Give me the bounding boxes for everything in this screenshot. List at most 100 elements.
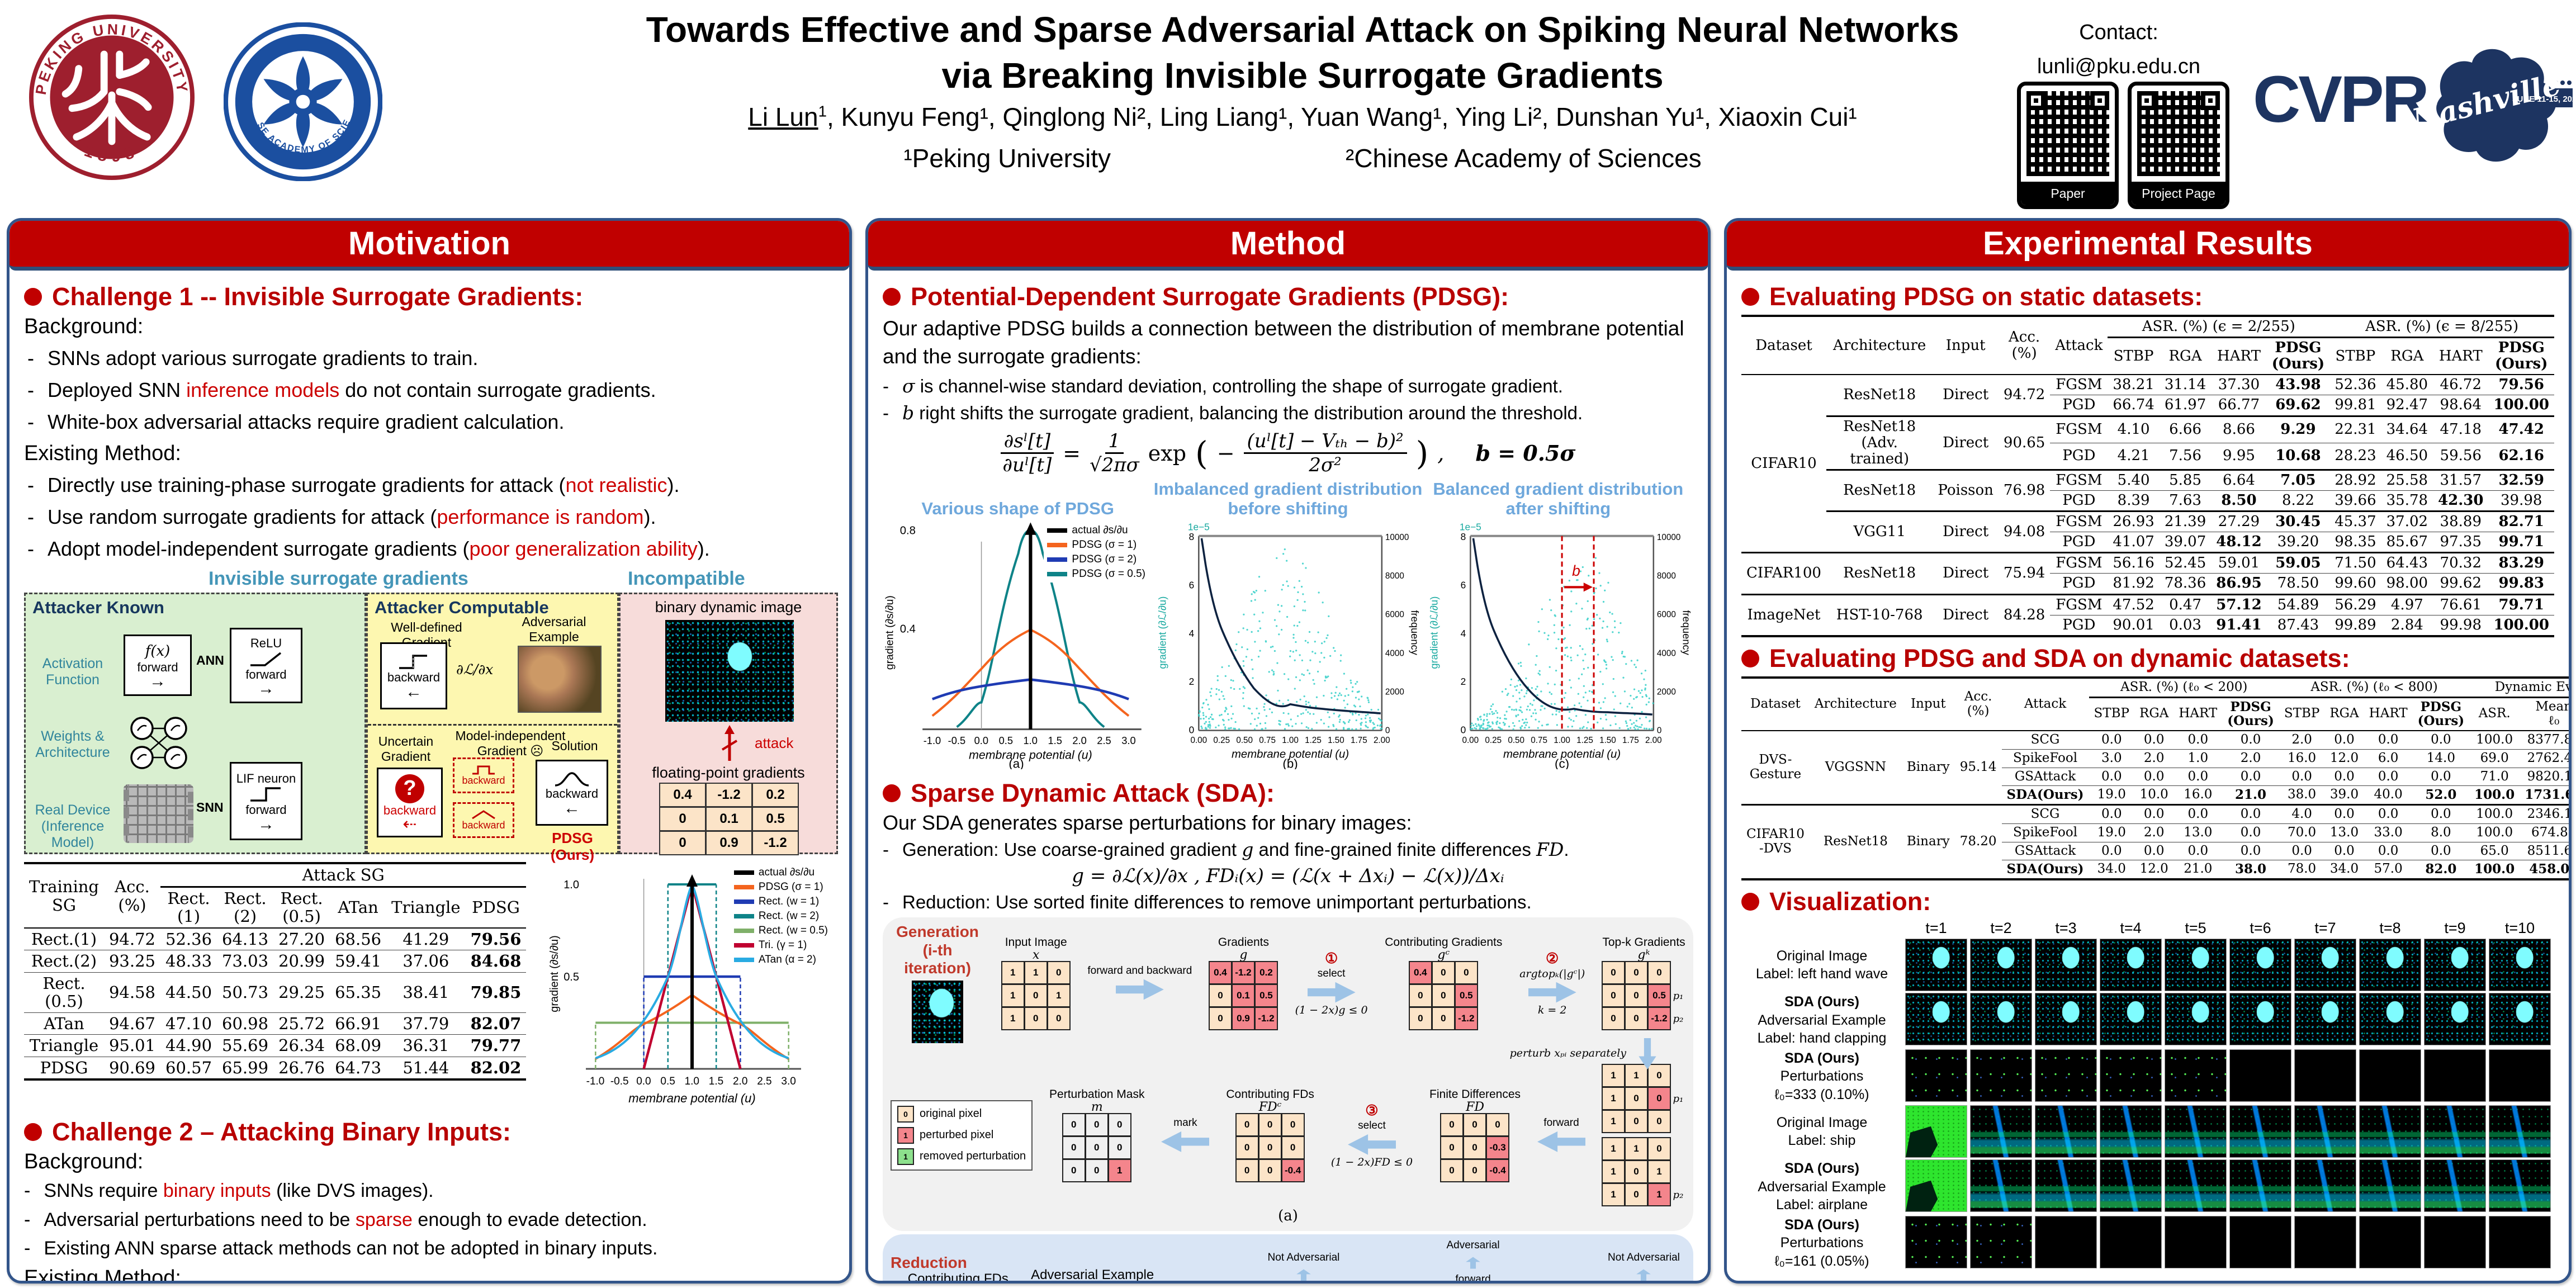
sda-formula: g = ∂ℒ(x)/∂x , FDᵢ(x) = (ℒ(x + Δxᵢ) − ℒ(… xyxy=(883,865,1693,887)
table-cell: 94.67 xyxy=(104,1012,160,1034)
sg-shape-plot: 0.5 1.0 -1.0 -0.5 0.0 0.5 1.0 1.5 2.0 2.5 3.0 me… xyxy=(522,862,835,1111)
flow-arrow-left xyxy=(1348,1133,1396,1156)
table-cell: 94.08 xyxy=(1999,512,2050,553)
grid-cell: 0 xyxy=(1432,961,1455,984)
table-cell: Rect.(0.5) xyxy=(273,887,330,927)
cvpr-2025-logo: CVPR Nashville JUNE 11-15, 2025 xyxy=(2253,22,2572,184)
grid-cell: 0 xyxy=(1209,984,1232,1007)
grid-cell: 0 xyxy=(1024,1007,1048,1030)
select-rule: (1 − 2x)FD ≤ 0 xyxy=(1331,1157,1413,1168)
table-cell: 0.0 xyxy=(2174,731,2222,749)
grid-cell: -1.2 xyxy=(752,831,799,855)
table-cell: 70.0 xyxy=(2279,823,2324,842)
results-panel: Experimental Results Evaluating PDSG on … xyxy=(1724,218,2572,1284)
legend-item: ATan (α = 2) xyxy=(734,954,828,966)
viz-frame xyxy=(2100,1049,2162,1102)
grid-cell: 0 xyxy=(1625,1007,1648,1030)
table-cell: 82.71 xyxy=(2488,512,2554,532)
formula-num: 1 xyxy=(1105,430,1124,454)
up-arrow xyxy=(1465,1257,1481,1268)
table-cell: Binary xyxy=(1902,805,1955,880)
table-cell: HART xyxy=(2433,338,2488,375)
viz-frame xyxy=(2424,1216,2486,1268)
viz-frame xyxy=(2165,1105,2227,1158)
grid-cell: 1 xyxy=(1602,1160,1625,1183)
viz-frame xyxy=(2359,1049,2421,1102)
svg-text:-1.0: -1.0 xyxy=(924,735,941,746)
grid-symbol: m xyxy=(1091,1101,1103,1114)
table-cell: 2.0 xyxy=(2134,823,2174,842)
viz-frame xyxy=(2100,1105,2162,1158)
table-cell: 82.07 xyxy=(466,1012,527,1034)
table-cell: 78.36 xyxy=(2160,574,2211,594)
attack-arrow-icon xyxy=(704,724,755,763)
background-label: Background: xyxy=(24,315,835,339)
exp-label: exp xyxy=(1148,441,1186,466)
table-cell: 98.35 xyxy=(2329,532,2381,553)
grid-cell: 0 xyxy=(1085,1159,1109,1182)
grid-title: Finite Differences xyxy=(1429,1088,1521,1101)
table-cell: 38.89 xyxy=(2433,512,2488,532)
svg-text:0: 0 xyxy=(1385,726,1390,735)
table-cell: 16.0 xyxy=(2174,786,2222,805)
table-cell: 62.16 xyxy=(2488,443,2554,470)
bullet: Directly use training-phase surrogate gr… xyxy=(27,473,835,498)
viz-frame xyxy=(2035,1049,2097,1102)
svg-text:2.00: 2.00 xyxy=(1374,736,1390,745)
y-axis-label: gradient (∂ℒ/∂u) xyxy=(1428,596,1439,669)
grid-cell: 1 xyxy=(1602,1110,1625,1133)
right-arrow-icon: → xyxy=(149,675,166,688)
ann-label: ANN xyxy=(196,653,224,667)
table-cell: 21.0 xyxy=(2222,786,2279,805)
plot-legend: actual ∂s/∂u PDSG (σ = 1) Rect. (w = 1) Rec… xyxy=(731,864,831,968)
table-cell: 47.10 xyxy=(160,1012,217,1034)
uncertain-gradient-box: ? backward ⇠ xyxy=(377,768,443,837)
table-cell: ResNet18 xyxy=(1826,553,1933,594)
svg-text:0.5: 0.5 xyxy=(999,735,1013,746)
table-cell: 54.89 xyxy=(2267,594,2330,615)
pdsg-solution-box: backward ← xyxy=(536,760,608,826)
perturb-caption: perturb xₚᵢ separately xyxy=(1510,1048,1626,1059)
table-cell: 94.58 xyxy=(104,972,160,1012)
table-cell: 20.99 xyxy=(273,950,330,972)
table-cell: Architecture xyxy=(1826,316,1933,375)
grid-cell: 0 xyxy=(1258,1159,1282,1182)
table-cell: 100.0 xyxy=(2469,823,2520,842)
table-cell: HART xyxy=(2174,697,2222,731)
viz-frame xyxy=(1905,939,1967,991)
table-cell: 85.67 xyxy=(2381,532,2433,553)
binary-dynamic-image-region: binary dynamic image attack floating-poi… xyxy=(619,593,838,854)
table-cell: RGA xyxy=(2324,697,2364,731)
table-cell: 61.97 xyxy=(2160,395,2211,416)
arrow-caption: forward xyxy=(1543,1117,1579,1129)
y-axis-label: gradient (∂ℒ/∂u) xyxy=(1156,596,1168,669)
table-cell: FGSM xyxy=(2050,512,2108,532)
viz-frame xyxy=(1970,939,2032,991)
backward-label-red: backward xyxy=(462,775,505,787)
table-cell: FGSM xyxy=(2050,375,2108,395)
svg-text:1.0: 1.0 xyxy=(1024,735,1038,746)
grid-cell: 0.5 xyxy=(1254,984,1278,1007)
table-cell: 0.0 xyxy=(2413,842,2470,860)
grid-cell: 0.9 xyxy=(1232,1007,1255,1030)
svg-text:0.5: 0.5 xyxy=(660,1076,675,1087)
table-cell: 99.98 xyxy=(2433,615,2488,636)
table-cell: 6.0 xyxy=(2364,749,2413,768)
svg-text:1.5: 1.5 xyxy=(1048,735,1062,746)
grid-cell: 0 xyxy=(1047,961,1071,984)
attack-label: attack xyxy=(755,735,793,752)
grid-cell: 0 xyxy=(1281,1113,1305,1137)
table-cell: 28.92 xyxy=(2329,470,2381,490)
table-cell: PGD xyxy=(2050,532,2108,553)
table-cell: 39.20 xyxy=(2267,532,2330,553)
shift-b-label: b xyxy=(1572,562,1580,579)
viz-frame xyxy=(2035,1216,2097,1268)
before-shift-scatter: 1e−5 02468 0 2000 4000 6000 8000 10000 0.00 0.… xyxy=(1154,519,1422,772)
table-cell: 100.00 xyxy=(2488,395,2554,416)
table-cell: 78.20 xyxy=(1955,805,2002,880)
table-cell: 674.89 xyxy=(2520,823,2572,842)
minus: − xyxy=(1217,441,1235,466)
table-cell: 64.13 xyxy=(217,928,273,950)
pdsg-intro: Our adaptive PDSG builds a connection be… xyxy=(883,315,1693,371)
method-panel: Method Potential-Dependent Surrogate Gra… xyxy=(865,218,1711,1284)
